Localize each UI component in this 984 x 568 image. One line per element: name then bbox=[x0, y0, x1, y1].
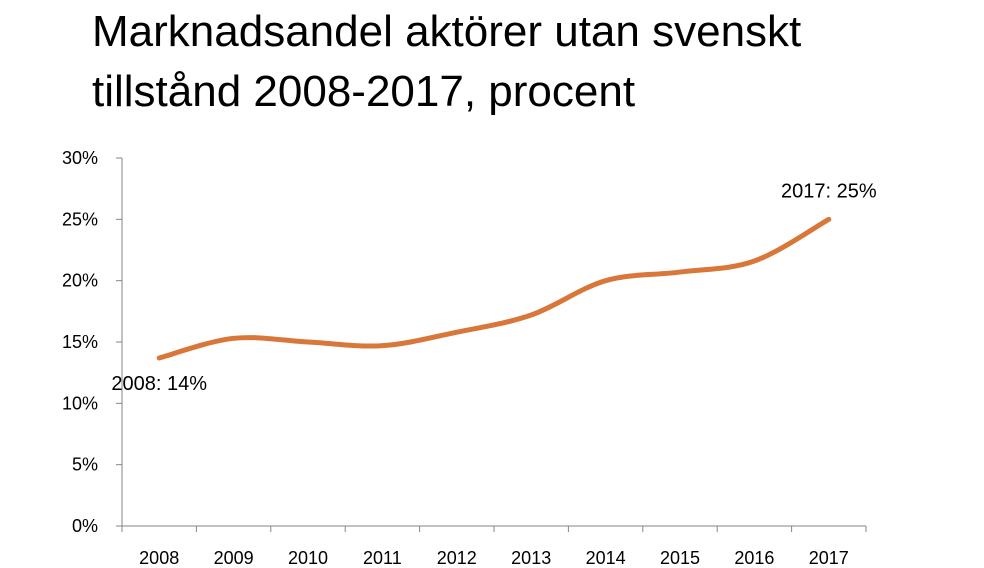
data-point bbox=[678, 270, 683, 275]
data-point bbox=[752, 259, 757, 264]
y-tick-label: 5% bbox=[72, 455, 98, 475]
y-tick-label: 0% bbox=[72, 516, 98, 536]
data-point bbox=[826, 217, 831, 222]
data-label: 2008: 14% bbox=[111, 373, 207, 395]
y-tick-label: 25% bbox=[62, 209, 98, 229]
x-tick-label: 2011 bbox=[363, 548, 402, 568]
x-tick-label: 2010 bbox=[288, 548, 328, 568]
x-tick-label: 2012 bbox=[437, 548, 477, 568]
chart-title: Marknadsandel aktörer utan svenskt tills… bbox=[92, 2, 962, 122]
series-line bbox=[156, 216, 832, 361]
x-tick-label: 2008 bbox=[139, 548, 179, 568]
data-point bbox=[454, 330, 459, 335]
y-tick-label: 20% bbox=[62, 271, 98, 291]
annotation-group: 2008: 14% 2017: 25% bbox=[111, 180, 876, 395]
data-point bbox=[603, 278, 608, 283]
data-label: 2017: 25% bbox=[781, 180, 877, 202]
data-point bbox=[380, 343, 385, 348]
y-tick-label: 10% bbox=[62, 393, 98, 413]
x-tick-label: 2013 bbox=[511, 548, 551, 568]
x-tick-label: 2016 bbox=[734, 548, 774, 568]
data-point bbox=[529, 313, 534, 318]
x-tick-label: 2014 bbox=[586, 548, 626, 568]
data-point bbox=[157, 355, 162, 360]
x-tick-label: 2009 bbox=[214, 548, 254, 568]
chart-title-line-2: tillstånd 2008-2017, procent bbox=[92, 67, 636, 116]
x-tick-label: 2015 bbox=[660, 548, 700, 568]
x-axis-group: 2008 2009 2010 2011 2012 2013 2014 2015 2016 2017 bbox=[116, 525, 867, 568]
y-tick-label: 15% bbox=[62, 332, 98, 352]
series-group bbox=[156, 216, 832, 361]
chart-title-line-1: Marknadsandel aktörer utan svenskt bbox=[92, 7, 802, 56]
data-point bbox=[306, 340, 311, 345]
x-tick-label: 2017 bbox=[809, 548, 849, 568]
y-axis-group: 0% 5% 10% 15% 20% 25% 30% bbox=[62, 148, 123, 536]
y-tick-label: 30% bbox=[62, 148, 98, 168]
data-point bbox=[231, 336, 236, 341]
